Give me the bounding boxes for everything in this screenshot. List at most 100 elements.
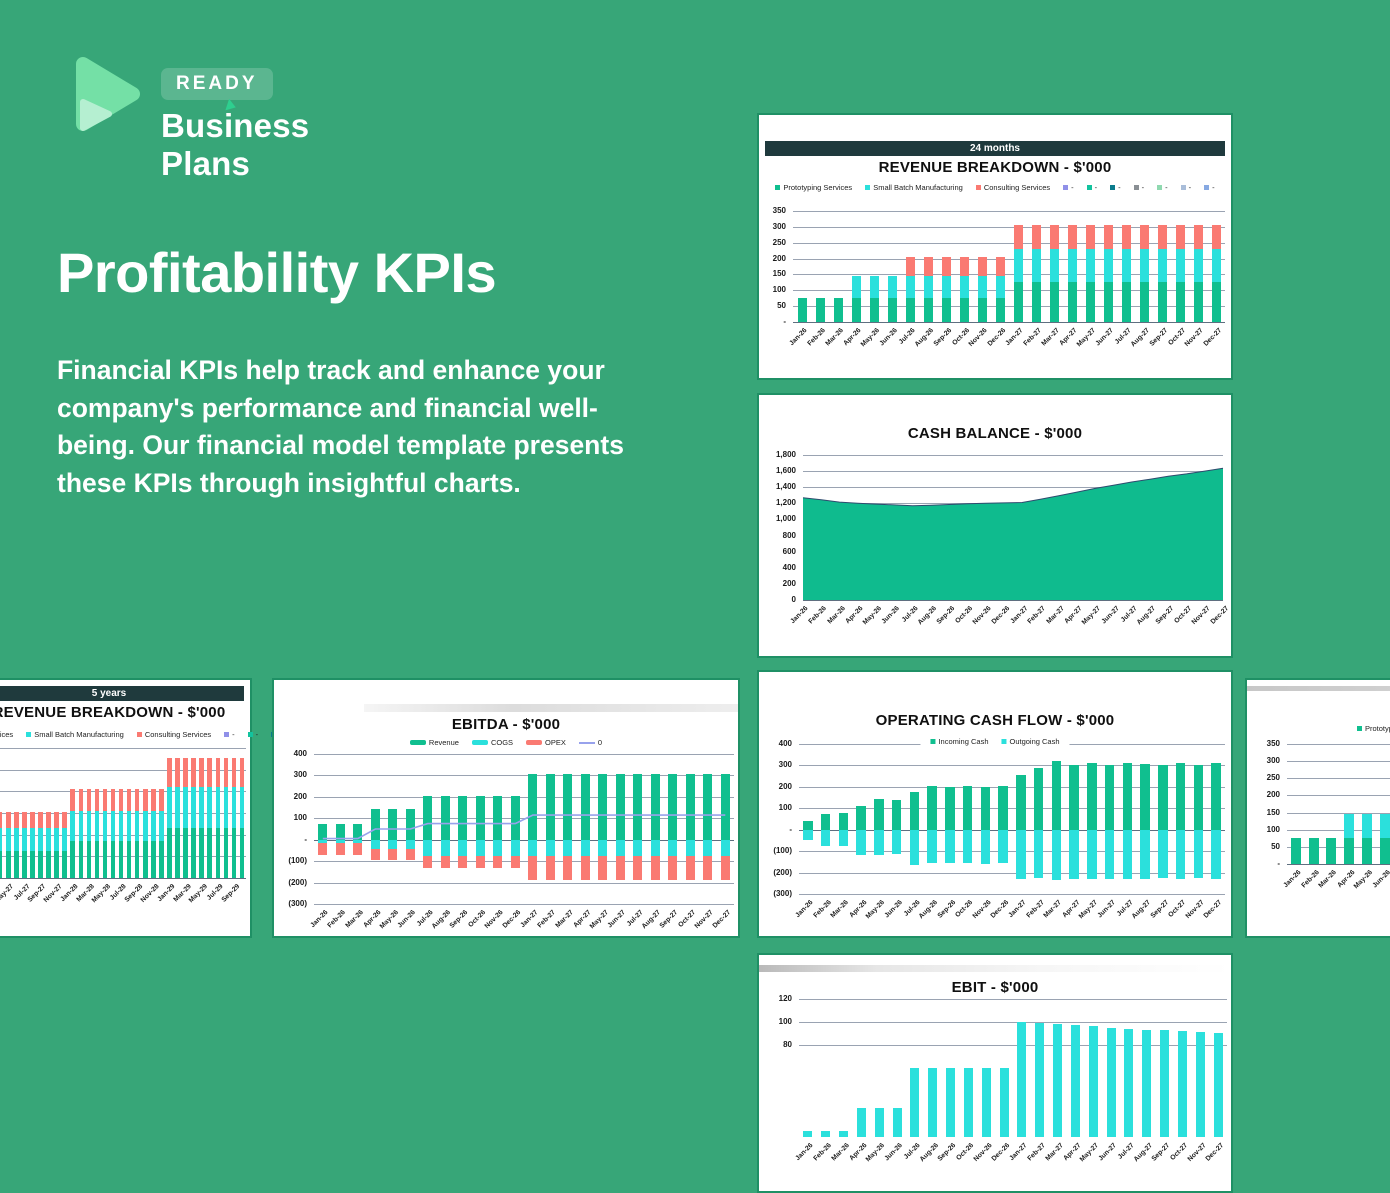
bar-segment-small-batch-manufacturing [239,787,245,829]
bar-segment-cogs [615,839,625,856]
legend-item: - [1110,183,1121,192]
legend-label: Outgoing Cash [1009,737,1060,746]
y-axis-label: 200 [293,791,307,801]
bar-segment-small-batch-manufacturing [869,276,879,299]
promo-page: { "brand": { "badge": "READY", "name": "… [0,57,1390,1193]
bar-segment-outgoing-cash [1175,829,1186,879]
bar-segment-prototyping-services [78,841,84,878]
bar-segment-incoming-cash [1140,764,1150,830]
y-axis-label: 400 [782,562,796,572]
bar-segment-small-batch-manufacturing [977,276,987,299]
bar-segment-consulting-services [923,256,933,276]
bar-segment-small-batch-manufacturing [0,828,3,851]
gridline [799,872,1225,874]
bar-segment-incoming-cash [874,798,884,830]
y-axis-label: 100 [1266,824,1280,834]
bar-segment-revenue [440,795,450,840]
y-axis-label: 1,000 [775,514,796,524]
bar-segment-ebit [1053,1024,1063,1137]
bar-segment-consulting-services [126,789,132,811]
legend-swatch [775,185,781,190]
bar-segment-consulting-services [14,811,19,829]
legend-item: 0 [578,738,602,747]
bar-segment-cogs [353,839,363,843]
bar-segment-opex [335,842,345,855]
bar-segment-revenue [458,795,468,840]
bar-segment-prototyping-services [1326,838,1337,864]
gridline [314,796,734,798]
bar-segment-incoming-cash [927,785,937,830]
play-icon [76,57,140,131]
bar-segment-ebit [874,1108,884,1137]
legend-label: Prototyping Services [0,730,14,739]
bar-segment-small-batch-manufacturing [38,828,43,851]
y-axis-label: (100) [773,846,792,856]
legend-item: - [1133,183,1144,192]
gridline [799,851,1225,853]
bar-segment-cogs [405,839,415,850]
legend-swatch [975,185,981,190]
bar-segment-prototyping-services [1121,282,1131,322]
y-axis-label: 600 [782,546,796,556]
bar-segment-cogs [668,839,678,856]
bar-segment-ebit [946,1067,956,1137]
bar-segment-ebit [803,1131,813,1137]
legend-item: Prototyping Services [0,730,13,739]
bar-segment-small-batch-manufacturing [46,828,51,851]
bar-segment-incoming-cash [998,785,1008,830]
bar-segment-consulting-services [1013,225,1023,250]
legend-label: Prototyping Services [783,183,853,192]
gridline [1287,778,1390,780]
legend-swatch [1180,185,1186,190]
bar-segment-small-batch-manufacturing [1049,249,1059,283]
legend-label: - [255,730,259,739]
bar-segment-prototyping-services [1157,282,1167,322]
bar-segment-prototyping-services [887,298,897,322]
chart-title: REVENUE BREAKDOWN - $'000 [878,159,1112,176]
brand-name: Business Plans [161,98,309,183]
gridline [1287,795,1390,797]
bar-segment-small-batch-manufacturing [1121,249,1131,283]
chart-title: EBIT - $'000 [951,979,1039,996]
legend-swatch [136,732,142,737]
chart-plot: Jan-27Mar-27May-27Jul-27Sep-27Nov-27Jan-… [0,748,246,904]
bar-segment-small-batch-manufacturing [923,276,933,299]
bar-segment-revenue [545,774,555,840]
bar-segment-prototyping-services [905,298,915,322]
bar-segment-prototyping-services [1139,282,1149,322]
bar-segment-prototyping-services [941,298,951,322]
bar-segment-consulting-services [143,789,148,811]
bar-segment-small-batch-manufacturing [14,828,19,851]
bar-segment-revenue [668,774,678,840]
bar-segment-consulting-services [215,757,221,787]
bar-segment-prototyping-services [959,298,969,322]
bar-segment-small-batch-manufacturing [54,828,59,851]
bar-segment-revenue [720,774,730,840]
bar-segment-consulting-services [94,789,100,811]
bar-segment-cogs [388,839,398,850]
bar-segment-small-batch-manufacturing [215,787,221,829]
bar-segment-prototyping-services [869,298,879,322]
gridline [314,882,734,884]
bar-segment-opex [458,855,468,868]
bar-segment-prototyping-services [143,841,148,878]
legend-item: - [1180,183,1191,192]
bar-segment-ebit [1160,1029,1170,1137]
bar-segment-small-batch-manufacturing [1139,249,1149,283]
bar-segment-small-batch-manufacturing [1175,249,1185,283]
bar-segment-prototyping-services [1085,282,1095,322]
bar-segment-small-batch-manufacturing [1013,249,1023,283]
y-axis-label: 80 [783,1039,792,1049]
chart-plot: 1,800 1,600 1,400 1,200 1,000 800 600 400 200 0 Ja… [776,450,1230,626]
bar-segment-small-batch-manufacturing [78,810,84,842]
bar-segment-prototyping-services [1361,838,1372,864]
bar-segment-revenue [580,774,590,840]
y-axis-label: 100 [293,813,307,823]
bar-segment-small-batch-manufacturing [143,810,148,842]
y-axis-label: 1,600 [775,466,796,476]
legend-label: Prototyping Services [1365,724,1390,733]
bar-segment-small-batch-manufacturing [231,787,237,829]
window-chrome-strip [759,965,1231,972]
bar-segment-consulting-services [22,811,27,829]
bar-segment-ebit [1195,1032,1205,1137]
